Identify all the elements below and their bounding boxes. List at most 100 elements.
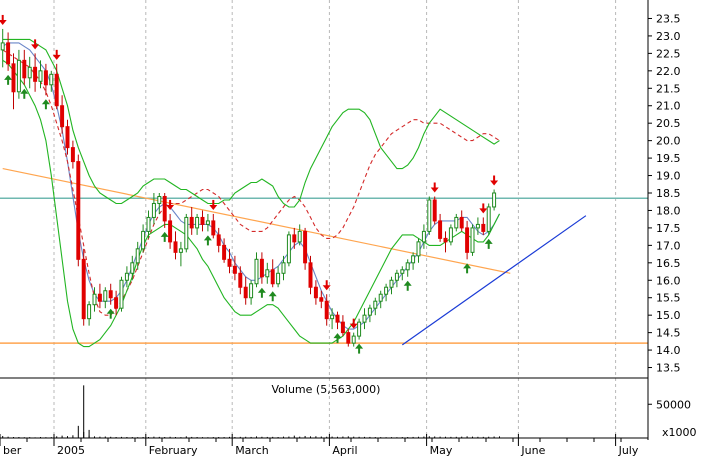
candle-up (470, 227, 475, 253)
buy-signal-arrow (41, 99, 50, 110)
candle-up (373, 300, 378, 309)
candle-down (60, 105, 65, 128)
gridlines (53, 0, 617, 438)
sell-signal-arrow-head (31, 44, 40, 50)
month-label: June (520, 444, 545, 457)
candle-down (238, 272, 243, 288)
candle-down (303, 230, 308, 264)
buy-signal-arrow-head (484, 238, 493, 244)
candle-down (443, 237, 448, 243)
price-tick-label: 21.0 (656, 100, 681, 113)
candle-down (108, 290, 113, 299)
candle-down (313, 286, 318, 299)
buy-signal-arrow (463, 263, 472, 274)
candle-down (54, 73, 59, 107)
candle-up (254, 258, 259, 285)
buy-signal-arrow-head (4, 74, 13, 80)
candle-down (346, 332, 351, 344)
buy-signal-arrow-head (403, 280, 412, 286)
candle-up (421, 230, 426, 243)
candle-down (70, 147, 75, 163)
price-axis: 13.5 14.0 14.5 15.0 15.5 16.0 16.5 17.0 17.5 18.0… (0, 0, 681, 440)
buy-signal-arrow (160, 231, 169, 242)
price-tick-label: 15.0 (656, 309, 681, 322)
candle-up (27, 66, 32, 79)
candle-down (189, 216, 194, 229)
candle-up (119, 279, 124, 309)
price-tick-label: 16.5 (656, 257, 681, 270)
buy-signal-arrow-head (41, 99, 50, 105)
candle-down (211, 220, 216, 236)
buy-signal-arrow (333, 333, 342, 344)
candle-up (92, 293, 97, 306)
price-tick-label: 19.5 (656, 152, 681, 165)
price-tick-label: 19.0 (656, 170, 681, 183)
buy-signal-arrow-head (333, 333, 342, 339)
sell-signal-arrow-head (349, 323, 358, 329)
sell-signal-arrow (166, 199, 175, 210)
candle-up (157, 195, 162, 204)
candle-up (400, 269, 405, 274)
buy-signal-arrow (268, 291, 277, 302)
moving-average-red-dashed (2, 49, 500, 316)
month-label: February (149, 444, 198, 457)
sell-signal-arrow (479, 203, 488, 214)
buy-signal-arrow (403, 280, 412, 291)
candle-up (351, 335, 356, 344)
buy-signal-arrow-head (355, 343, 364, 349)
buy-signal-arrow (257, 287, 266, 298)
month-label: ber (3, 444, 22, 457)
candle-up (38, 70, 43, 82)
candle-down (308, 262, 313, 288)
date-axis: ber 2005 February March April May June July (0, 434, 639, 457)
sell-signal-arrow-head (322, 285, 331, 291)
candle-up (297, 230, 302, 243)
trend-lines (2, 167, 587, 346)
sell-signal-arrow (31, 39, 40, 50)
candles (0, 28, 497, 347)
candle-down (43, 70, 48, 86)
candle-down (270, 269, 275, 285)
candle-up (195, 216, 200, 229)
price-tick-label: 17.5 (656, 222, 681, 235)
candle-up (146, 216, 151, 232)
candle-down (243, 286, 248, 299)
candle-down (6, 42, 11, 65)
candle-up (475, 223, 480, 229)
candle-down (11, 63, 16, 93)
volume-tick-label: 50000 (656, 398, 691, 411)
candle-up (87, 304, 92, 320)
candle-up (367, 307, 372, 316)
sell-signal-arrow (349, 318, 358, 329)
candle-up (492, 192, 497, 208)
candle-up (384, 286, 389, 295)
candle-down (76, 161, 81, 260)
candle-down (340, 321, 345, 334)
sell-signal-arrow (430, 182, 439, 193)
price-tick-label: 20.0 (656, 135, 681, 148)
candle-up (362, 314, 367, 323)
buy-signal-arrow-head (203, 235, 212, 241)
candle-up (448, 227, 453, 243)
price-tick-label: 13.5 (656, 362, 681, 375)
candle-down (216, 234, 221, 246)
candle-down (232, 265, 237, 274)
candle-down (222, 244, 227, 260)
buy-signal-arrow-head (106, 308, 115, 314)
price-tick-label: 22.0 (656, 65, 681, 78)
sell-signal-arrow-head (209, 204, 218, 210)
trend-line (2, 167, 511, 274)
candle-up (130, 262, 135, 274)
sell-signal-arrow-head (52, 54, 61, 60)
price-tick-label: 14.0 (656, 344, 681, 357)
month-label: March (235, 444, 269, 457)
candle-up (0, 42, 5, 51)
buy-signal-arrow-head (160, 231, 169, 237)
price-tick-label: 15.5 (656, 292, 681, 305)
candle-up (405, 262, 410, 271)
candle-down (65, 126, 70, 149)
trend-line (401, 215, 587, 346)
price-tick-label: 23.5 (656, 12, 681, 25)
